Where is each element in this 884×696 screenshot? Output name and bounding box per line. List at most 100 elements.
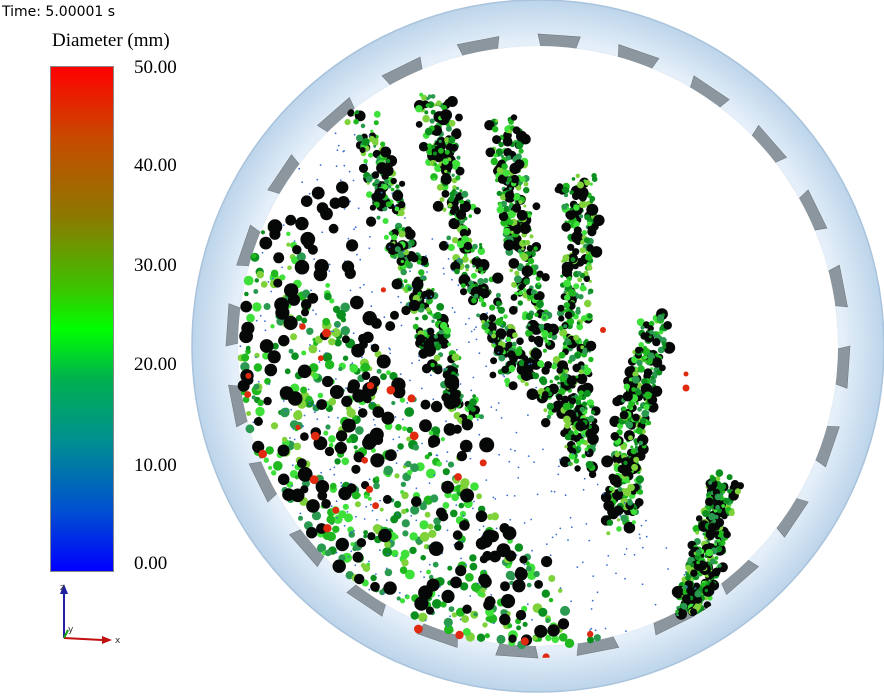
particle-large-dark (269, 228, 281, 240)
particle-stream (705, 548, 713, 557)
particle-large-dark (505, 341, 513, 350)
particle-fine (495, 527, 498, 530)
particle-large-dark (503, 148, 513, 157)
particle-small (379, 507, 384, 512)
particle-fine (477, 582, 479, 585)
particle-fine (359, 286, 362, 289)
particle-stream (579, 247, 586, 254)
particle-small (407, 469, 413, 476)
particle-large-dark (359, 147, 366, 153)
particle-fine (582, 488, 585, 491)
particle-large-dark (440, 109, 452, 121)
particle-large-dark (421, 363, 432, 374)
particle-stream (418, 269, 425, 276)
particle-stream (646, 420, 652, 426)
particle-stream (495, 292, 501, 298)
particle-large-dark (515, 609, 527, 621)
particle-fine (535, 386, 538, 389)
particle-stream (559, 375, 567, 383)
particle-stream (580, 239, 585, 245)
particle-stream (576, 441, 582, 447)
particle-stream (538, 323, 545, 330)
particle-small (270, 324, 275, 329)
particle-fine (501, 324, 504, 327)
particle-fine (527, 455, 530, 457)
particle-stream (575, 173, 580, 178)
particle-small (514, 543, 524, 552)
particle-stream (439, 197, 445, 203)
particle-stream (433, 151, 437, 156)
particle-large-dark (541, 418, 551, 428)
particle-stream (426, 147, 434, 156)
particle-large-dark (460, 288, 468, 296)
particle-small (280, 407, 290, 418)
particle-large-dark (433, 365, 443, 375)
particle-fine (449, 615, 451, 618)
particle-stream (573, 283, 580, 290)
particle-fine (418, 355, 420, 358)
particle-stream (714, 540, 718, 544)
particle-small (355, 426, 364, 435)
particle-large-dark (420, 399, 431, 410)
particle-stream (588, 356, 594, 363)
particle-small (399, 397, 406, 403)
particle-small (380, 373, 387, 381)
particle-fine (446, 242, 449, 245)
particle-large-dark (385, 449, 397, 462)
particle-stream (472, 243, 478, 250)
particle-fine (328, 263, 331, 266)
particle-stream (549, 379, 554, 384)
particle-fine (472, 507, 474, 510)
particle-stream (436, 100, 442, 106)
particle-small (353, 445, 358, 450)
particle-large-dark (610, 432, 620, 441)
particle-stream (636, 475, 644, 484)
particle-large-dark (390, 177, 397, 185)
particle-large (309, 475, 319, 485)
particle-stream (582, 347, 588, 353)
particle-stream (472, 264, 476, 268)
particle-large-dark (695, 515, 703, 522)
particle-large-dark (306, 527, 318, 539)
particle-stream (623, 488, 632, 497)
particle-stream (448, 136, 456, 144)
particle-large-dark (512, 224, 522, 235)
particle-stream (467, 403, 474, 411)
particle-large-dark (441, 480, 455, 494)
particle-fine (282, 400, 285, 402)
particle-stream (419, 92, 424, 97)
particle-large-dark (702, 585, 715, 597)
particle-stream (570, 257, 576, 263)
particle-small (253, 383, 260, 390)
particle-fine (589, 629, 591, 631)
particle-stream (572, 444, 576, 448)
particle-stream (591, 173, 597, 179)
particle-large-dark (565, 210, 576, 221)
particle-fine (505, 340, 507, 343)
particle-large-dark (542, 391, 549, 398)
particle-large-dark (681, 594, 691, 603)
particle-fine (356, 253, 358, 256)
particle-large-dark (730, 480, 740, 489)
particle-stream (589, 182, 593, 186)
particle-stream (407, 286, 412, 291)
particle-fine (473, 500, 475, 503)
particle-fine (335, 500, 338, 503)
particle-large-dark (441, 589, 455, 604)
particle-stream (444, 149, 450, 155)
particle-fine (313, 411, 316, 414)
particle-stream (465, 268, 469, 272)
particle-large-dark (705, 497, 714, 507)
particle-fine (553, 490, 556, 493)
particle-stream (577, 277, 583, 283)
particle-stream (436, 303, 445, 311)
particle-fine (472, 376, 475, 379)
particle-fine (335, 378, 337, 380)
particle-stream (573, 204, 580, 211)
particle-large-dark (561, 222, 571, 232)
particle-large-dark (322, 375, 334, 388)
particle-small (526, 582, 532, 588)
particle-fine (530, 362, 533, 365)
particle-small (263, 457, 269, 463)
particle-fine (376, 519, 378, 521)
